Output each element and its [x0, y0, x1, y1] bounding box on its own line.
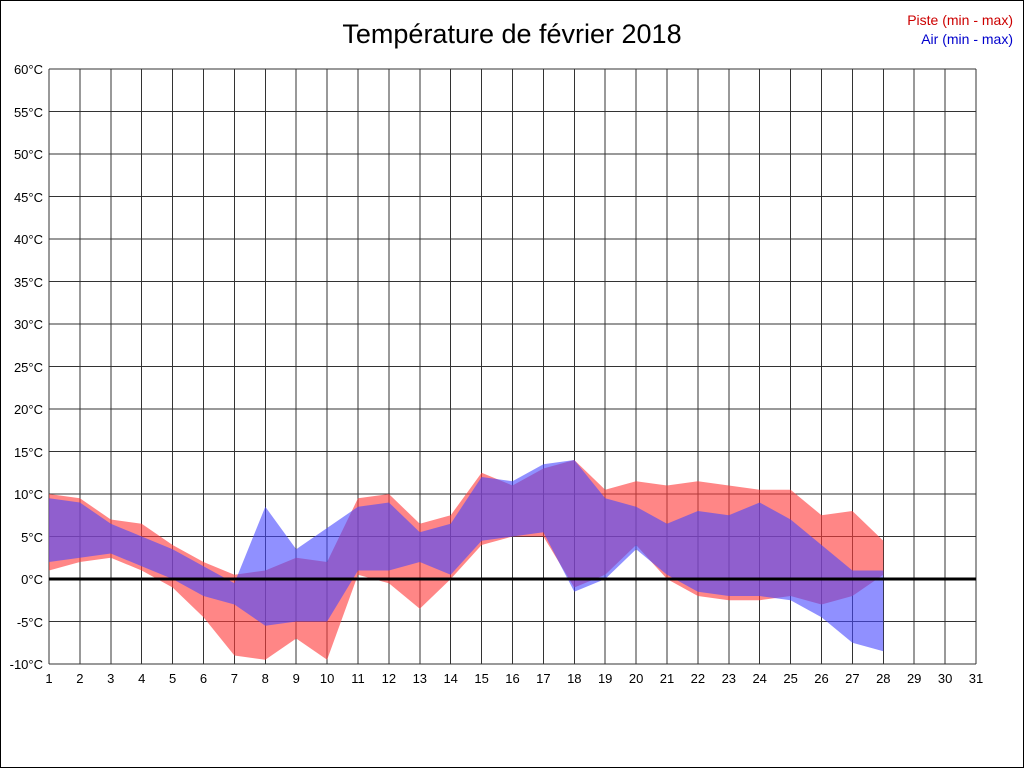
y-axis-tick-label: 45°C	[13, 189, 43, 205]
x-axis-tick-label: 16	[505, 671, 520, 686]
x-axis-tick-label: 21	[659, 671, 675, 686]
x-axis-tick-label: 5	[168, 671, 177, 686]
y-axis-tick-label: 20°C	[13, 402, 43, 417]
x-axis-tick-label: 3	[107, 671, 115, 686]
y-axis-tick-label: -10°C	[9, 657, 43, 672]
x-axis-tick-label: 10	[319, 671, 335, 686]
x-axis-tick-label: 20	[628, 671, 644, 686]
x-axis-tick-label: 18	[567, 671, 582, 686]
y-axis-tick-label: 35°C	[13, 274, 43, 290]
x-axis-tick-label: 30	[937, 671, 953, 686]
x-axis-tick-label: 22	[690, 671, 706, 686]
x-axis-tick-label: 25	[783, 671, 798, 686]
x-axis-tick-label: 11	[351, 671, 365, 686]
x-axis-tick-label: 2	[76, 671, 84, 686]
x-axis-tick-label: 17	[536, 671, 551, 686]
y-axis-tick-label: 50°C	[13, 147, 43, 162]
y-axis-tick-label: 15°C	[13, 444, 43, 460]
y-axis-tick-label: 55°C	[13, 104, 43, 120]
x-axis-tick-label: 31	[968, 671, 984, 686]
x-axis-tick-label: 4	[138, 671, 146, 686]
y-axis-tick-label: -5°C	[16, 614, 43, 630]
y-axis-tick-label: 25°C	[13, 359, 43, 375]
y-axis-tick-label: 5°C	[21, 529, 43, 545]
x-axis-tick-label: 12	[381, 671, 397, 686]
x-axis-tick-label: 7	[230, 671, 238, 686]
y-axis-tick-label: 30°C	[13, 317, 43, 332]
x-axis-tick-label: 28	[876, 671, 891, 686]
x-axis-tick-label: 1	[45, 671, 53, 686]
x-axis-tick-label: 13	[412, 671, 428, 686]
legend-entry-air: Air (min - max)	[921, 31, 1013, 47]
x-axis-tick-label: 19	[597, 671, 613, 686]
y-axis-tick-label: 60°C	[13, 62, 43, 77]
x-axis-tick-label: 8	[261, 671, 269, 686]
x-axis-tick-label: 14	[443, 671, 458, 686]
x-axis-tick-label: 15	[474, 671, 489, 686]
x-axis-tick-label: 26	[814, 671, 829, 686]
x-axis-tick-label: 9	[292, 671, 300, 686]
x-axis-tick-label: 29	[906, 671, 922, 686]
chart-legend: Piste (min - max) Air (min - max)	[907, 11, 1013, 49]
chart-title: Température de février 2018	[342, 19, 682, 49]
y-axis-tick-label: 10°C	[13, 487, 43, 502]
legend-entry-piste: Piste (min - max)	[907, 12, 1013, 28]
x-axis-tick-label: 6	[199, 671, 208, 686]
y-axis-tick-label: 0°C	[21, 572, 43, 587]
x-axis-tick-label: 27	[845, 671, 860, 686]
x-axis-tick-label: 24	[752, 671, 767, 686]
x-axis-tick-label: 23	[721, 671, 737, 686]
y-axis-tick-label: 40°C	[13, 232, 43, 247]
